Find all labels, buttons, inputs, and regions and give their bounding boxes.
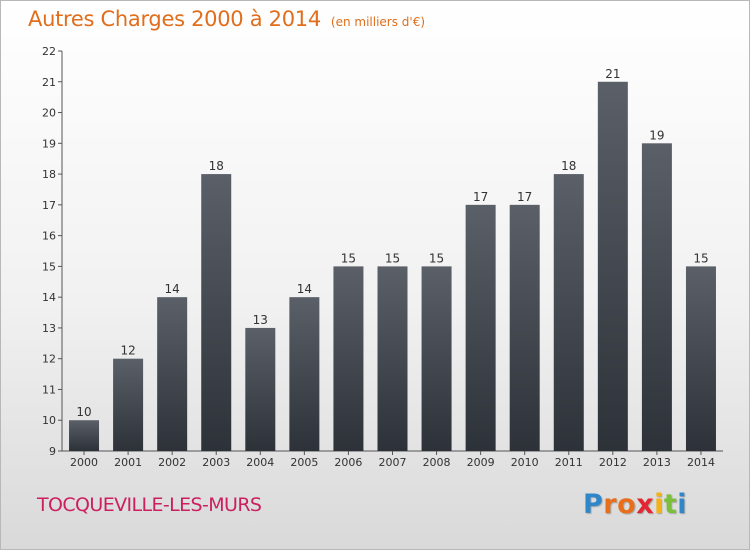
bar bbox=[289, 297, 320, 451]
bar bbox=[465, 204, 496, 451]
bar bbox=[113, 358, 144, 451]
y-tick-label: 21 bbox=[42, 76, 56, 89]
x-tick-label: 2009 bbox=[467, 456, 495, 469]
x-tick-label: 2010 bbox=[511, 456, 539, 469]
logo-letter: x bbox=[636, 489, 655, 520]
x-tick-label: 2011 bbox=[555, 456, 583, 469]
x-tick-label: 2012 bbox=[599, 456, 627, 469]
x-tick-label: 2000 bbox=[70, 456, 98, 469]
y-tick-label: 13 bbox=[42, 322, 56, 335]
y-tick-label: 14 bbox=[42, 291, 56, 304]
data-label: 15 bbox=[429, 251, 444, 265]
x-tick-label: 2013 bbox=[643, 456, 671, 469]
data-label: 21 bbox=[605, 67, 620, 81]
y-tick-label: 9 bbox=[49, 445, 56, 458]
axes: 9 10 11 12 13 14 15 16 17 18 19 20 21 22 2000 2001 2002 2… bbox=[42, 45, 723, 469]
x-tick-label: 2002 bbox=[158, 456, 186, 469]
logo-letter: P bbox=[583, 489, 604, 520]
chart-title-text: Autres Charges 2000 à 2014 bbox=[28, 7, 321, 31]
x-tick-label: 2003 bbox=[202, 456, 230, 469]
bar bbox=[597, 81, 628, 452]
data-label: 15 bbox=[693, 251, 708, 265]
data-label: 15 bbox=[341, 251, 356, 265]
logo-letter: o bbox=[617, 489, 637, 520]
data-label: 17 bbox=[473, 190, 488, 204]
y-tick-label: 16 bbox=[42, 230, 56, 243]
bar bbox=[509, 204, 540, 451]
y-tick-label: 10 bbox=[42, 414, 56, 427]
data-label: 17 bbox=[517, 190, 532, 204]
bar bbox=[377, 266, 408, 451]
town-name: TOCQUEVILLE-LES-MURS bbox=[37, 494, 262, 516]
y-tick-label: 18 bbox=[42, 168, 56, 181]
chart-title: Autres Charges 2000 à 2014 (en milliers d… bbox=[28, 7, 425, 31]
y-tick-label: 20 bbox=[42, 107, 56, 120]
data-label: 12 bbox=[120, 344, 135, 358]
y-tick-label: 19 bbox=[42, 137, 56, 150]
data-label: 18 bbox=[561, 159, 576, 173]
logo-letter: i bbox=[677, 489, 688, 520]
bar bbox=[685, 266, 716, 451]
x-tick-label: 2004 bbox=[246, 456, 274, 469]
x-tick-label: 2008 bbox=[423, 456, 451, 469]
data-label: 18 bbox=[209, 159, 224, 173]
x-tick-label: 2001 bbox=[114, 456, 142, 469]
data-label: 14 bbox=[297, 282, 312, 296]
logo-letter: r bbox=[603, 489, 618, 520]
logo-letter: t bbox=[663, 489, 678, 520]
y-tick-label: 15 bbox=[42, 260, 56, 273]
bar bbox=[421, 266, 452, 451]
bar bbox=[157, 297, 188, 451]
value-labels: 10 12 14 18 13 14 15 15 15 17 17 18 21 19 15 bbox=[76, 67, 708, 419]
data-label: 19 bbox=[649, 128, 664, 142]
data-label: 15 bbox=[385, 251, 400, 265]
bar bbox=[333, 266, 364, 451]
bar bbox=[641, 143, 672, 452]
bar bbox=[69, 420, 100, 451]
x-tick-label: 2006 bbox=[334, 456, 362, 469]
data-label: 14 bbox=[165, 282, 180, 296]
bar bbox=[201, 174, 232, 452]
bar bbox=[245, 327, 276, 451]
y-tick-label: 11 bbox=[42, 383, 56, 396]
logo-letter: i bbox=[654, 489, 664, 520]
x-tick-label: 2014 bbox=[687, 456, 715, 469]
bar bbox=[553, 174, 584, 452]
x-tick-label: 2005 bbox=[290, 456, 318, 469]
y-tick-label: 17 bbox=[42, 199, 56, 212]
proxiti-logo: Proxiti bbox=[583, 489, 687, 520]
chart-subtitle: (en milliers d'€) bbox=[330, 15, 426, 29]
y-tick-label: 22 bbox=[42, 45, 56, 58]
y-tick-label: 12 bbox=[42, 353, 56, 366]
data-label: 10 bbox=[76, 405, 91, 419]
bars bbox=[69, 81, 716, 452]
x-tick-label: 2007 bbox=[379, 456, 407, 469]
data-label: 13 bbox=[253, 313, 268, 327]
